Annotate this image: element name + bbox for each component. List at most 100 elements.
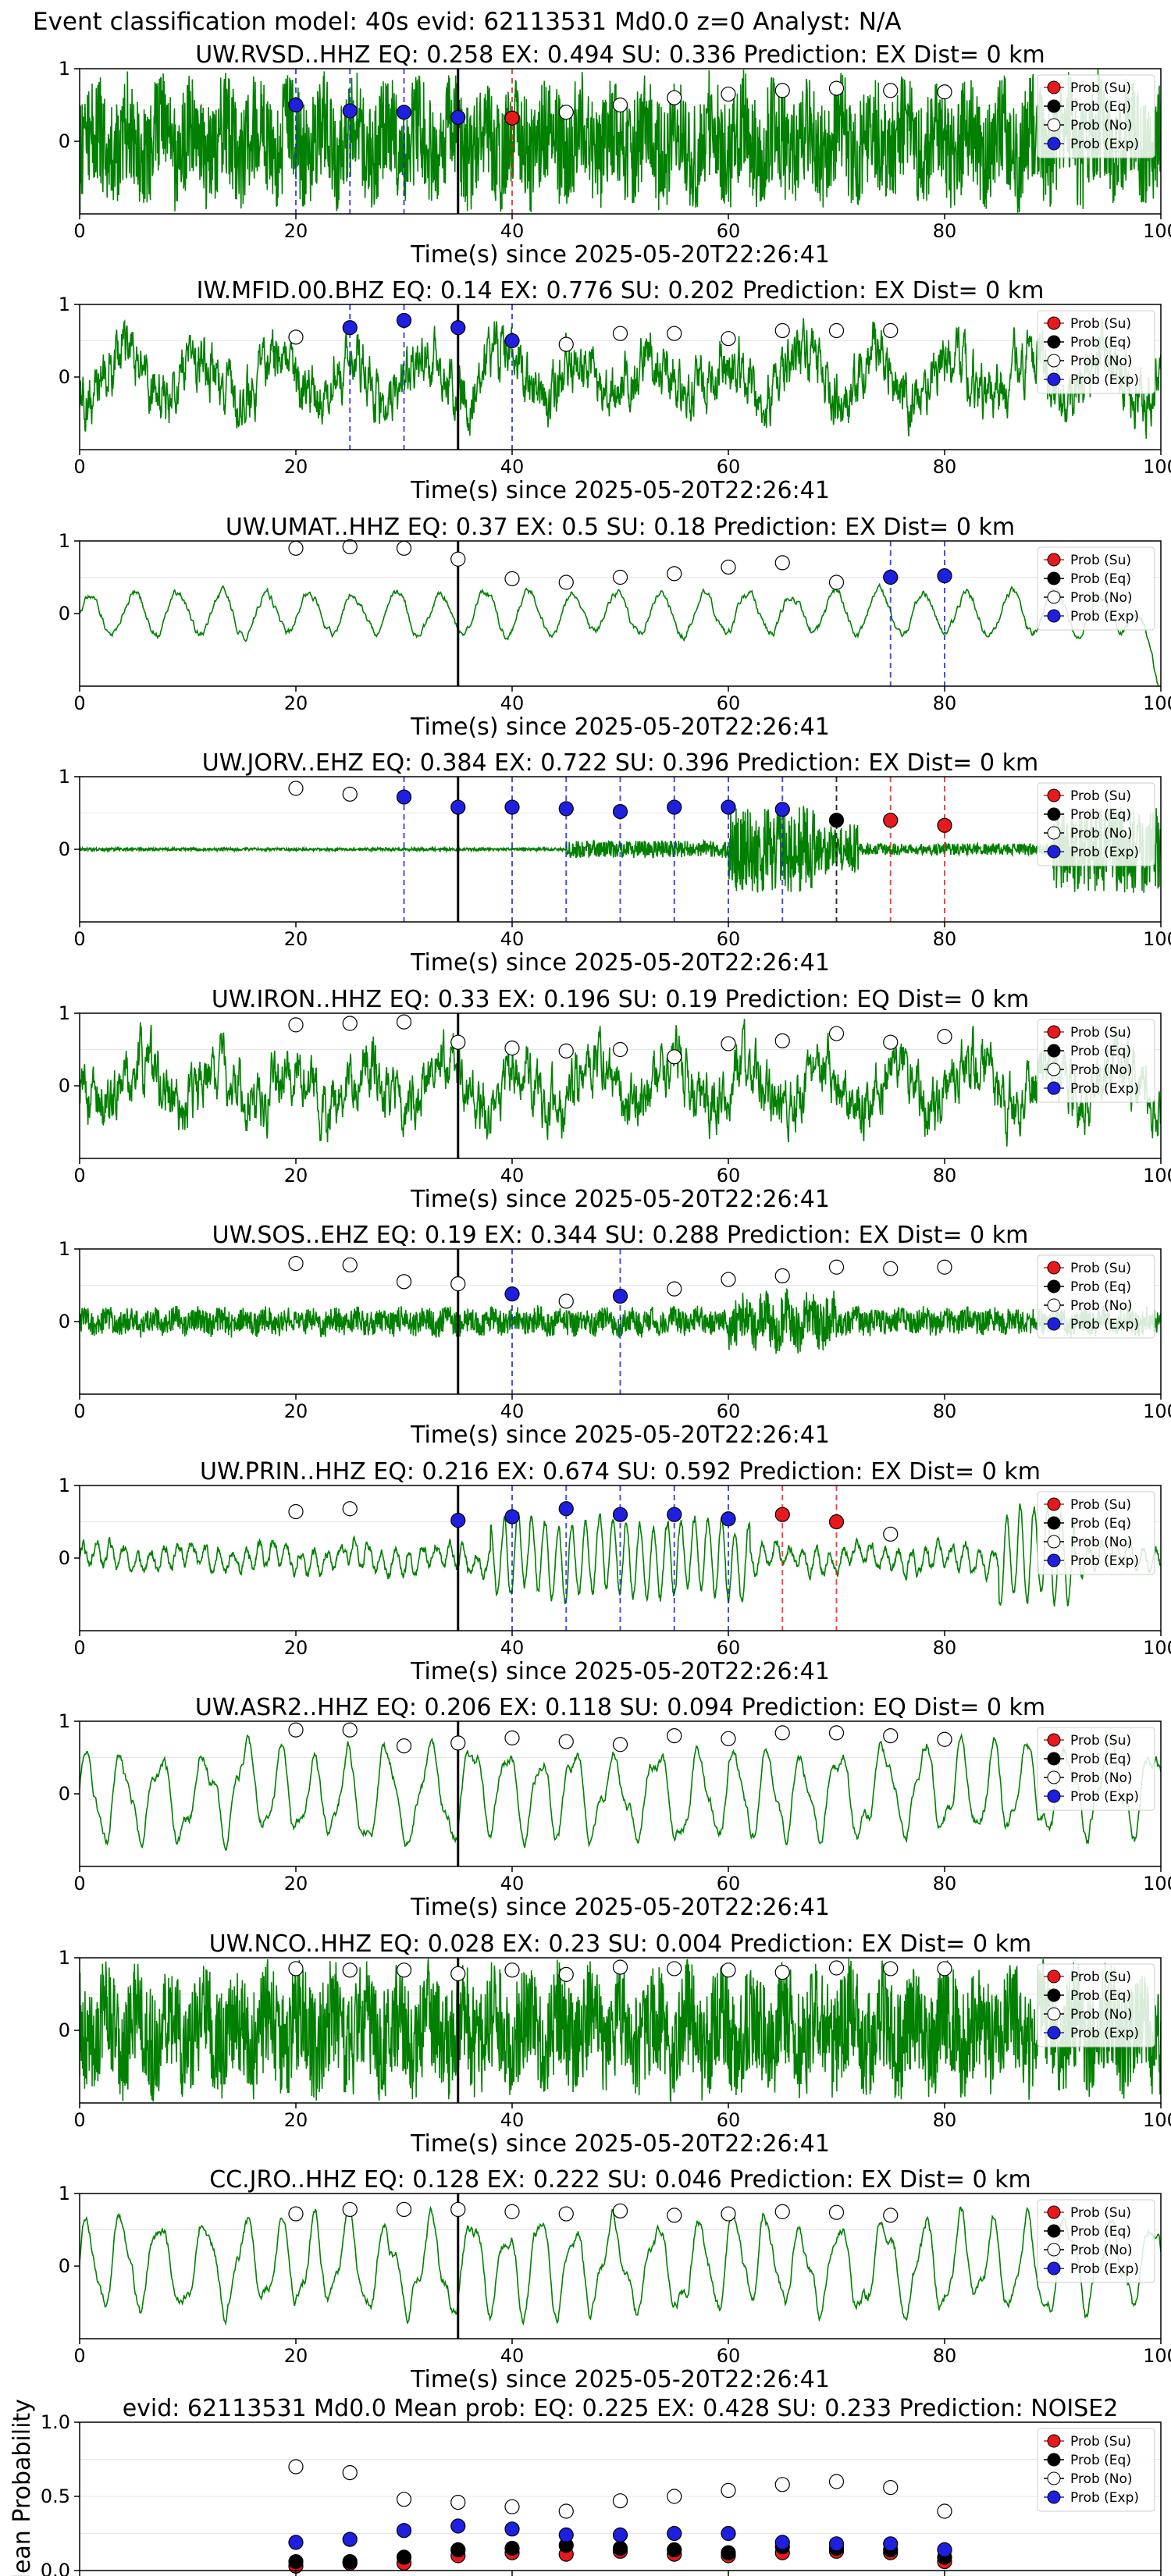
x-tick-label: 0 [73,1873,85,1895]
prob-marker-no [558,1734,574,1749]
prob-marker-no [828,575,845,590]
prob-marker-no [450,1034,466,1050]
prob-marker-no [450,1276,466,1292]
prob-marker-no [667,2208,682,2223]
mean-marker-no [937,2503,952,2519]
x-tick-label: 80 [933,456,957,478]
x-tick-label: 80 [933,692,957,714]
prob-marker-no [828,80,845,96]
legend-label-eq: Prob (Eq) [1070,2453,1131,2468]
legend-marker-su [1047,1025,1061,1039]
x-tick-label: 100 [1143,1400,1171,1422]
mean-marker-eq [342,2554,358,2570]
legend-label-eq: Prob (Eq) [1070,807,1131,823]
prob-marker-su [828,1514,845,1530]
prob-marker-no [288,1961,304,1976]
panel-uw-sos-ehz: UW.SOS..EHZ EQ: 0.19 EX: 0.344 SU: 0.288… [59,1222,1171,1449]
prob-marker-no [721,559,736,575]
prob-marker-no [288,1503,304,1520]
x-tick-label: 60 [717,456,741,478]
legend-label-su: Prob (Su) [1070,2205,1131,2221]
prob-marker-no [774,1033,790,1048]
panels-container: UW.RVSD..HHZ EQ: 0.258 EX: 0.494 SU: 0.3… [9,41,1171,2576]
y-tick-label: 1 [59,1002,70,1024]
legend-marker-no [1047,1062,1061,1076]
prob-marker-no [504,1962,520,1978]
legend-box [1037,2199,1155,2283]
legend-marker-su [1047,1261,1061,1275]
legend-marker-su [1047,316,1061,330]
prob-marker-no [828,1026,845,1041]
mean-marker-no [828,2474,845,2489]
prob-marker-no [721,1962,736,1978]
x-axis-label: Time(s) since 2025-05-20T22:26:41 [410,477,830,504]
x-tick-label: 0 [73,1400,85,1422]
x-tick-label: 80 [933,1873,957,1895]
prob-marker-no [342,2201,358,2218]
legend-label-su: Prob (Su) [1070,1733,1131,1749]
prob-marker-no [774,2204,790,2219]
legend-marker-su [1047,1969,1061,1984]
legend-label-exp: Prob (Exp) [1070,372,1139,388]
y-tick-label: 1 [59,1475,70,1496]
y-tick-label: 1 [59,2183,70,2204]
panel-title: UW.NCO..HHZ EQ: 0.028 EX: 0.23 SU: 0.004… [209,1930,1031,1958]
legend-box [1037,2428,1155,2512]
prob-marker-exp [667,1507,682,1522]
prob-marker-exp [937,568,952,584]
x-tick-label: 100 [1143,928,1171,950]
mean-marker-no [450,2495,466,2510]
x-tick-label: 100 [1143,692,1171,714]
prob-marker-no [396,1738,412,1754]
legend-box [1037,1963,1155,2048]
y-tick-label: 0 [59,130,70,152]
prob-marker-no [937,1961,952,1976]
prob-marker-no [774,555,790,571]
panel-title: UW.SOS..EHZ EQ: 0.19 EX: 0.344 SU: 0.288… [212,1222,1029,1249]
legend-box [1037,74,1155,158]
x-tick-label: 40 [500,928,525,950]
x-tick-label: 100 [1143,220,1171,242]
panel-uw-iron-hhz: UW.IRON..HHZ EQ: 0.33 EX: 0.196 SU: 0.19… [59,986,1171,1213]
prob-marker-exp [504,1286,520,1302]
legend-marker-exp [1047,2261,1061,2275]
prob-marker-no [504,571,520,586]
prob-marker-no [774,322,790,339]
x-tick-label: 40 [500,1637,525,1659]
prob-marker-su [883,813,899,828]
legend-marker-no [1047,1298,1061,1312]
legend-marker-no [1047,826,1061,840]
y-tick-label: 0 [59,603,70,624]
y-tick-label: 0 [59,366,70,388]
y-tick-label: 1 [59,58,70,80]
legend-label-exp: Prob (Exp) [1070,845,1139,860]
legend-box [1037,1491,1155,1575]
x-axis-label: Time(s) since 2025-05-20T22:26:41 [410,1894,830,1921]
x-tick-label: 40 [500,220,525,242]
legend-marker-su [1047,1497,1061,1511]
x-tick-label: 60 [717,1165,741,1187]
prob-marker-exp [342,103,358,119]
legend-marker-exp [1047,1553,1061,1567]
x-tick-label: 100 [1143,2109,1171,2131]
prob-marker-no [828,1725,845,1741]
waveform-trace [80,1959,1161,2103]
panel-uw-nco-hhz: UW.NCO..HHZ EQ: 0.028 EX: 0.23 SU: 0.004… [59,1930,1171,2158]
legend-marker-no [1047,1535,1061,1549]
mean-marker-no [288,2459,304,2475]
legend-marker-eq [1047,571,1061,585]
panel-title: UW.PRIN..HHZ EQ: 0.216 EX: 0.674 SU: 0.5… [200,1458,1041,1485]
mean-marker-exp [774,2535,790,2550]
legend-label-no: Prob (No) [1070,118,1133,133]
x-tick-label: 80 [933,1400,957,1422]
legend-label-eq: Prob (Eq) [1070,2224,1131,2240]
prob-marker-no [667,90,682,105]
mean-marker-eq [288,2554,304,2570]
mean-marker-eq [612,2540,628,2556]
legend-box [1037,1019,1155,1103]
prob-marker-exp [396,312,412,329]
y-tick-label: 1.0 [41,2411,70,2433]
prob-marker-no [883,83,899,98]
x-tick-label: 60 [717,1637,741,1659]
x-tick-label: 80 [933,220,957,242]
